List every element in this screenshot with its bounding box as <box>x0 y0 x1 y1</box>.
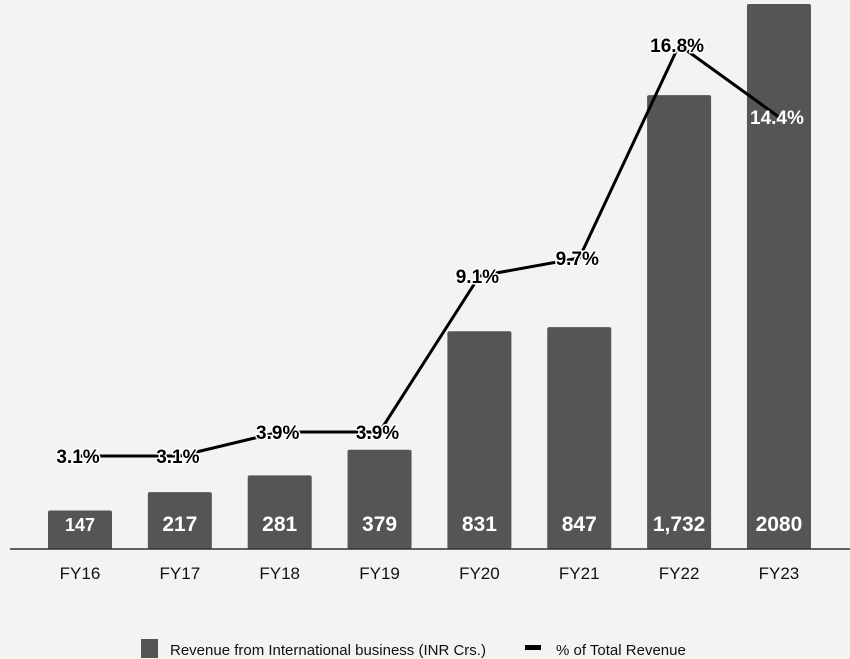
bar-value-label-fy23: 2080 <box>756 513 803 536</box>
x-tick-label-fy16: FY16 <box>60 564 101 583</box>
x-tick-label-fy20: FY20 <box>459 564 500 583</box>
bar-fy21 <box>547 327 612 549</box>
x-tick-label-fy19: FY19 <box>359 564 400 583</box>
legend-label-line: % of Total Revenue <box>556 642 686 659</box>
percent-line <box>80 43 780 458</box>
x-tick-label-fy23: FY23 <box>759 564 800 583</box>
percent-label-fy20: 9.1% <box>456 267 499 288</box>
percent-label-fy17: 3.1% <box>156 447 199 468</box>
legend-swatch-bars <box>141 639 158 658</box>
legend: Revenue from International business (INR… <box>141 639 686 659</box>
bar-value-label-fy20: 831 <box>462 513 497 536</box>
percent-label-fy23: 14.4% <box>750 108 804 129</box>
bar-value-label-fy22: 1,732 <box>653 513 706 536</box>
x-axis-ticks: FY16 FY17 FY18 FY19 FY20 FY21 FY22 FY23 <box>60 564 800 583</box>
bar-value-label-fy17: 217 <box>162 513 197 536</box>
percent-label-fy21: 9.7% <box>556 249 599 270</box>
bar-fy20 <box>447 331 512 549</box>
percent-label-fy19: 3.9% <box>356 423 399 444</box>
percent-label-fy18: 3.9% <box>256 423 299 444</box>
bar-series: 147 217 281 379 831 847 1,732 2080 <box>48 4 811 550</box>
bar-value-label-fy21: 847 <box>562 513 597 536</box>
bar-fy16 <box>48 510 112 549</box>
bar-value-label-fy18: 281 <box>262 513 297 536</box>
legend-label-bars: Revenue from International business (INR… <box>170 642 486 659</box>
legend-swatch-line <box>525 645 541 650</box>
bar-fy23 <box>746 4 811 549</box>
bar-fy17 <box>147 492 212 549</box>
bar-value-label-fy19: 379 <box>362 513 397 536</box>
percent-label-fy16: 3.1% <box>56 447 99 468</box>
bar-fy22 <box>647 95 712 550</box>
percent-line-series: 3.1% 3.1% 3.9% 3.9% 9.1% 9.7% 16.8% 14.4% <box>55 35 804 470</box>
bar-fy19 <box>347 449 412 549</box>
percent-label-fy22: 16.8% <box>650 36 704 57</box>
x-tick-label-fy22: FY22 <box>659 564 700 583</box>
x-tick-label-fy18: FY18 <box>259 564 300 583</box>
x-tick-label-fy17: FY17 <box>160 564 201 583</box>
bar-fy18 <box>247 475 312 549</box>
bar-value-label-fy16: 147 <box>65 515 95 535</box>
x-tick-label-fy21: FY21 <box>559 564 600 583</box>
